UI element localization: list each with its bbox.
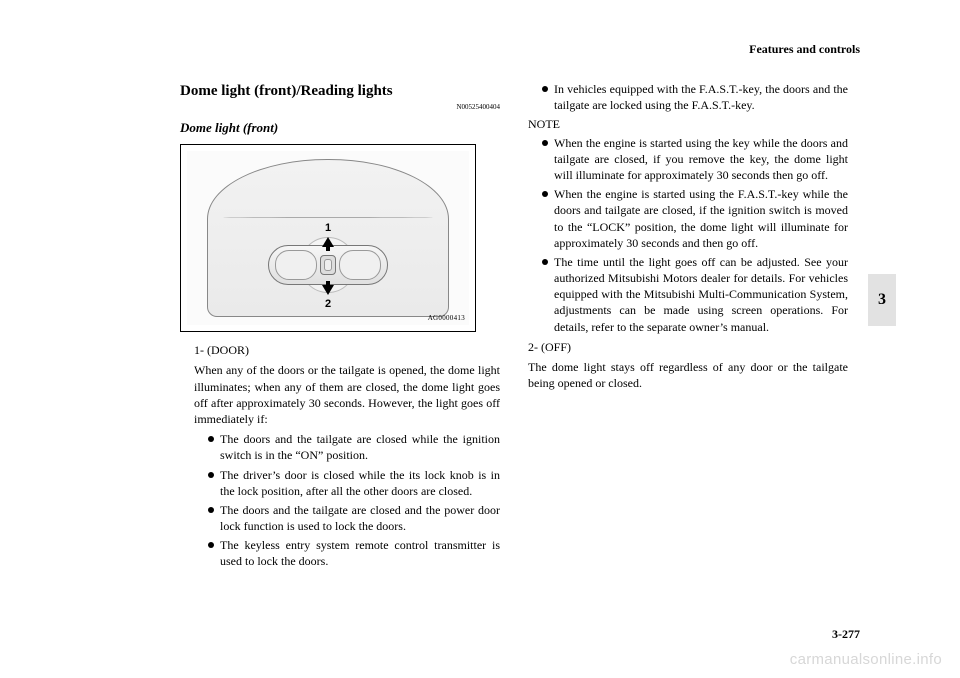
list-item: The keyless entry system remote control … bbox=[208, 537, 500, 569]
figure-inner: 1 2 AG0000413 bbox=[187, 151, 469, 325]
item-2-text: The dome light stays off regardless of a… bbox=[528, 359, 848, 391]
list-item: The time until the light goes off can be… bbox=[542, 254, 848, 335]
lamp-switch bbox=[320, 255, 336, 275]
dome-light-figure: 1 2 AG0000413 bbox=[180, 144, 476, 332]
item-2-label: 2- (OFF) bbox=[528, 339, 848, 355]
manual-page: Features and controls Dome light (front)… bbox=[0, 0, 960, 678]
list-item: The doors and the tailgate are closed an… bbox=[208, 502, 500, 534]
callout-1: 1 bbox=[325, 221, 331, 236]
arrow-down-icon bbox=[322, 285, 334, 295]
callout-2: 2 bbox=[325, 297, 331, 312]
item-1-text: When any of the doors or the tailgate is… bbox=[194, 362, 500, 427]
lamp-lens-right bbox=[339, 250, 381, 280]
document-number: N00525400404 bbox=[180, 103, 500, 112]
list-item: The driver’s door is closed while the it… bbox=[208, 467, 500, 499]
door-section: 1- (DOOR) When any of the doors or the t… bbox=[180, 342, 500, 569]
left-column: Dome light (front)/Reading lights N00525… bbox=[180, 81, 500, 573]
section-header: Features and controls bbox=[749, 42, 860, 57]
page-number: 3-277 bbox=[832, 627, 860, 642]
right-column: In vehicles equipped with the F.A.S.T.-k… bbox=[528, 81, 848, 573]
chapter-tab: 3 bbox=[868, 274, 896, 326]
figure-code: AG0000413 bbox=[428, 314, 465, 323]
content-columns: Dome light (front)/Reading lights N00525… bbox=[180, 81, 860, 573]
watermark: carmanualsonline.info bbox=[790, 651, 942, 668]
list-item: The doors and the tailgate are closed wh… bbox=[208, 431, 500, 463]
arrow-up-icon bbox=[322, 237, 334, 247]
note-heading: NOTE bbox=[528, 116, 848, 132]
sub-title: Dome light (front) bbox=[180, 119, 500, 137]
list-item: When the engine is started using the F.A… bbox=[542, 186, 848, 251]
continued-list: In vehicles equipped with the F.A.S.T.-k… bbox=[528, 81, 848, 113]
list-item: In vehicles equipped with the F.A.S.T.-k… bbox=[542, 81, 848, 113]
lamp-lens-left bbox=[275, 250, 317, 280]
note-list: When the engine is started using the key… bbox=[528, 135, 848, 335]
item-1-label: 1- (DOOR) bbox=[194, 342, 500, 358]
dome-lamp-body bbox=[268, 245, 388, 285]
list-item: When the engine is started using the key… bbox=[542, 135, 848, 184]
page-title: Dome light (front)/Reading lights bbox=[180, 81, 500, 101]
condition-list: The doors and the tailgate are closed wh… bbox=[194, 431, 500, 570]
